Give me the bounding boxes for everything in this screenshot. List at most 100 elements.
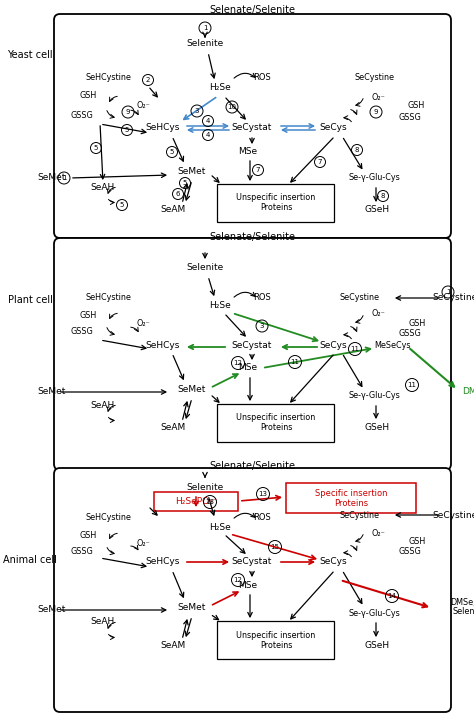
Text: GSH: GSH <box>409 538 426 546</box>
Text: SeCystine: SeCystine <box>432 511 474 520</box>
Text: SeCystat: SeCystat <box>232 341 272 349</box>
Text: 13: 13 <box>206 499 215 505</box>
Text: SeHCys: SeHCys <box>146 123 180 133</box>
Text: GSSG: GSSG <box>71 110 93 120</box>
Text: H₂SePO₃⁻: H₂SePO₃⁻ <box>175 498 217 506</box>
Text: O₂⁻: O₂⁻ <box>136 539 150 549</box>
FancyBboxPatch shape <box>217 404 334 442</box>
Text: SeAH: SeAH <box>91 617 115 627</box>
Text: 10: 10 <box>228 104 237 110</box>
Text: GSSG: GSSG <box>399 328 421 338</box>
FancyBboxPatch shape <box>54 14 451 238</box>
FancyBboxPatch shape <box>154 492 238 511</box>
FancyBboxPatch shape <box>54 468 451 712</box>
Text: GSH: GSH <box>79 531 97 541</box>
Text: 9: 9 <box>374 109 378 115</box>
Text: 1: 1 <box>62 175 66 181</box>
Text: 11: 11 <box>291 359 300 365</box>
Text: GSeH: GSeH <box>365 206 390 214</box>
Text: 11: 11 <box>350 346 359 352</box>
Text: 11: 11 <box>408 382 417 388</box>
Text: Selenosugars: Selenosugars <box>453 607 474 617</box>
Text: SeCystat: SeCystat <box>232 558 272 566</box>
Text: DMDSe: DMDSe <box>462 387 474 397</box>
Text: 13: 13 <box>258 491 267 497</box>
Text: GSH: GSH <box>407 102 425 110</box>
Text: Selenate/Selenite: Selenate/Selenite <box>209 5 295 15</box>
Text: 7: 7 <box>318 159 322 165</box>
Text: Selenite: Selenite <box>186 264 224 272</box>
FancyBboxPatch shape <box>217 184 334 222</box>
Text: O₂⁻: O₂⁻ <box>136 318 150 328</box>
Text: SeMet: SeMet <box>178 168 206 176</box>
Text: Selenate/Selenite: Selenate/Selenite <box>209 461 295 471</box>
Text: Proteins: Proteins <box>334 498 368 508</box>
Text: Selenite: Selenite <box>186 483 224 491</box>
Text: 5: 5 <box>120 202 124 208</box>
Text: SeHCystine: SeHCystine <box>85 293 131 303</box>
Text: 5: 5 <box>183 180 187 186</box>
Text: Selenite: Selenite <box>186 39 224 49</box>
Text: SeMet: SeMet <box>37 387 65 397</box>
Text: SeAM: SeAM <box>160 642 186 650</box>
Text: Se-γ-Glu-Cys: Se-γ-Glu-Cys <box>348 391 400 401</box>
Text: GSSG: GSSG <box>71 548 93 556</box>
Text: 5: 5 <box>170 149 174 155</box>
Text: GSSG: GSSG <box>399 113 421 123</box>
Text: O₂⁻: O₂⁻ <box>371 528 385 538</box>
Text: 2: 2 <box>146 77 150 83</box>
Text: H₂Se: H₂Se <box>209 300 231 310</box>
Text: SeCys: SeCys <box>319 341 347 349</box>
Text: 1: 1 <box>446 289 450 295</box>
Text: SeAH: SeAH <box>91 401 115 409</box>
Text: 1: 1 <box>203 25 207 31</box>
Text: SeMet: SeMet <box>178 604 206 612</box>
Text: H₂Se: H₂Se <box>209 523 231 531</box>
Text: 4: 4 <box>206 132 210 138</box>
Text: SeHCys: SeHCys <box>146 341 180 349</box>
Text: GSH: GSH <box>79 310 97 320</box>
Text: Unspecific insertion: Unspecific insertion <box>237 412 316 422</box>
Text: 9: 9 <box>126 109 130 115</box>
Text: DMSe,TMSe: DMSe,TMSe <box>450 597 474 607</box>
Text: 4: 4 <box>206 118 210 124</box>
Text: 5: 5 <box>94 145 98 151</box>
Text: SeCystine: SeCystine <box>340 293 380 303</box>
Text: MSe: MSe <box>238 148 257 156</box>
Text: Se-γ-Glu-Cys: Se-γ-Glu-Cys <box>348 609 400 617</box>
Text: SeCystine: SeCystine <box>340 511 380 521</box>
Text: Yeast cell: Yeast cell <box>7 50 53 60</box>
FancyBboxPatch shape <box>54 238 451 470</box>
Text: Proteins: Proteins <box>260 204 292 212</box>
Text: Unspecific insertion: Unspecific insertion <box>237 630 316 640</box>
Text: Specific insertion: Specific insertion <box>315 488 387 498</box>
Text: SeCystat: SeCystat <box>232 123 272 133</box>
Text: GSH: GSH <box>79 92 97 100</box>
Text: SeCys: SeCys <box>319 558 347 566</box>
Text: Animal cell: Animal cell <box>3 555 57 565</box>
Text: 12: 12 <box>234 577 242 583</box>
Text: O₂⁻: O₂⁻ <box>371 310 385 318</box>
Text: GSeH: GSeH <box>365 424 390 432</box>
Text: GSSG: GSSG <box>399 548 421 556</box>
Text: 3: 3 <box>195 108 199 114</box>
Text: 12: 12 <box>234 360 242 366</box>
FancyBboxPatch shape <box>286 483 416 513</box>
Text: SeHCystine: SeHCystine <box>85 74 131 82</box>
Text: MeSeCys: MeSeCys <box>375 341 411 349</box>
Text: ROS: ROS <box>253 293 271 302</box>
Text: 6: 6 <box>176 191 180 197</box>
Text: 8: 8 <box>355 147 359 153</box>
Text: MSe: MSe <box>238 581 257 589</box>
Text: SeAM: SeAM <box>160 206 186 214</box>
Text: SeMet: SeMet <box>37 174 65 183</box>
Text: 8: 8 <box>381 193 385 199</box>
Text: Se-γ-Glu-Cys: Se-γ-Glu-Cys <box>348 174 400 183</box>
Text: Unspecific insertion: Unspecific insertion <box>237 194 316 202</box>
Text: SeMet: SeMet <box>178 386 206 394</box>
Text: MSe: MSe <box>238 364 257 373</box>
Text: GSSG: GSSG <box>71 328 93 336</box>
Text: SeCystine: SeCystine <box>432 293 474 303</box>
Text: O₂⁻: O₂⁻ <box>136 102 150 110</box>
Text: ROS: ROS <box>253 74 271 82</box>
